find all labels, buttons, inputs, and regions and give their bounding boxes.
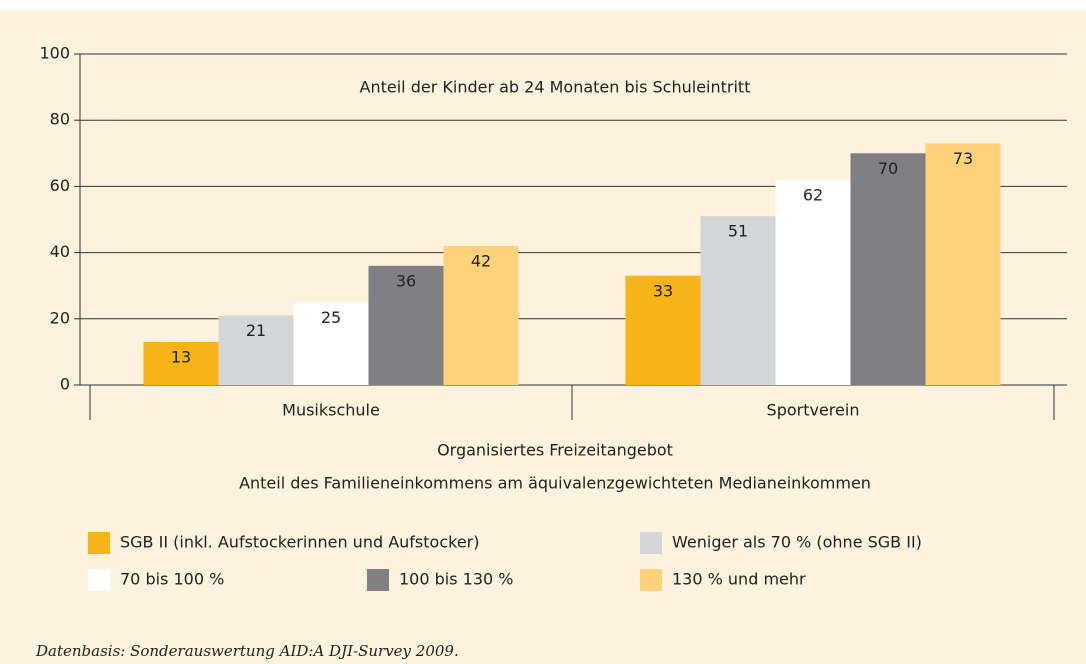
y-tick-label: 20 [50,308,70,327]
legend-title: Anteil des Familieneinkommens am äquival… [239,474,871,493]
data-label: 36 [396,271,416,290]
bar [925,143,1001,385]
legend-swatch [88,532,110,554]
source: Datenbasis: Sonderauswertung AID:A DJI-S… [35,642,459,660]
data-label: 42 [471,251,491,270]
legend-label: 70 bis 100 % [120,570,224,589]
legend-swatch [640,532,662,554]
bar [775,179,851,385]
x-tick-label: Sportverein [767,401,860,420]
data-label: 70 [878,159,898,178]
data-label: 33 [653,281,673,300]
bar [218,315,294,385]
legend-swatch [88,569,110,591]
bar [625,275,701,385]
data-label: 25 [321,308,341,327]
legend-label: 100 bis 130 % [399,570,513,589]
bar [143,341,219,385]
legend-label: Weniger als 70 % (ohne SGB II) [672,533,922,552]
x-axis-label: Organisiertes Freizeitangebot [437,441,673,460]
legend-label: 130 % und mehr [672,570,806,589]
data-label: 21 [246,321,266,340]
legend-swatch [367,569,389,591]
x-tick-label: Musikschule [282,401,380,420]
bar [368,265,444,385]
data-label: 51 [728,222,748,241]
legend-label: SGB II (inkl. Aufstockerinnen und Aufsto… [120,533,479,552]
y-tick-label: 60 [50,176,70,195]
y-tick-label: 40 [50,242,70,261]
y-tick-label: 100 [39,44,70,63]
data-label: 73 [953,149,973,168]
annotation: Anteil der Kinder ab 24 Monaten bis Schu… [360,78,751,97]
bar [700,216,776,385]
bar [443,245,519,385]
bar [850,153,926,385]
y-tick-label: 80 [50,110,70,129]
y-tick-label: 0 [60,375,70,394]
legend-swatch [640,569,662,591]
bar [293,302,369,385]
data-label: 13 [171,347,191,366]
data-label: 62 [803,185,823,204]
